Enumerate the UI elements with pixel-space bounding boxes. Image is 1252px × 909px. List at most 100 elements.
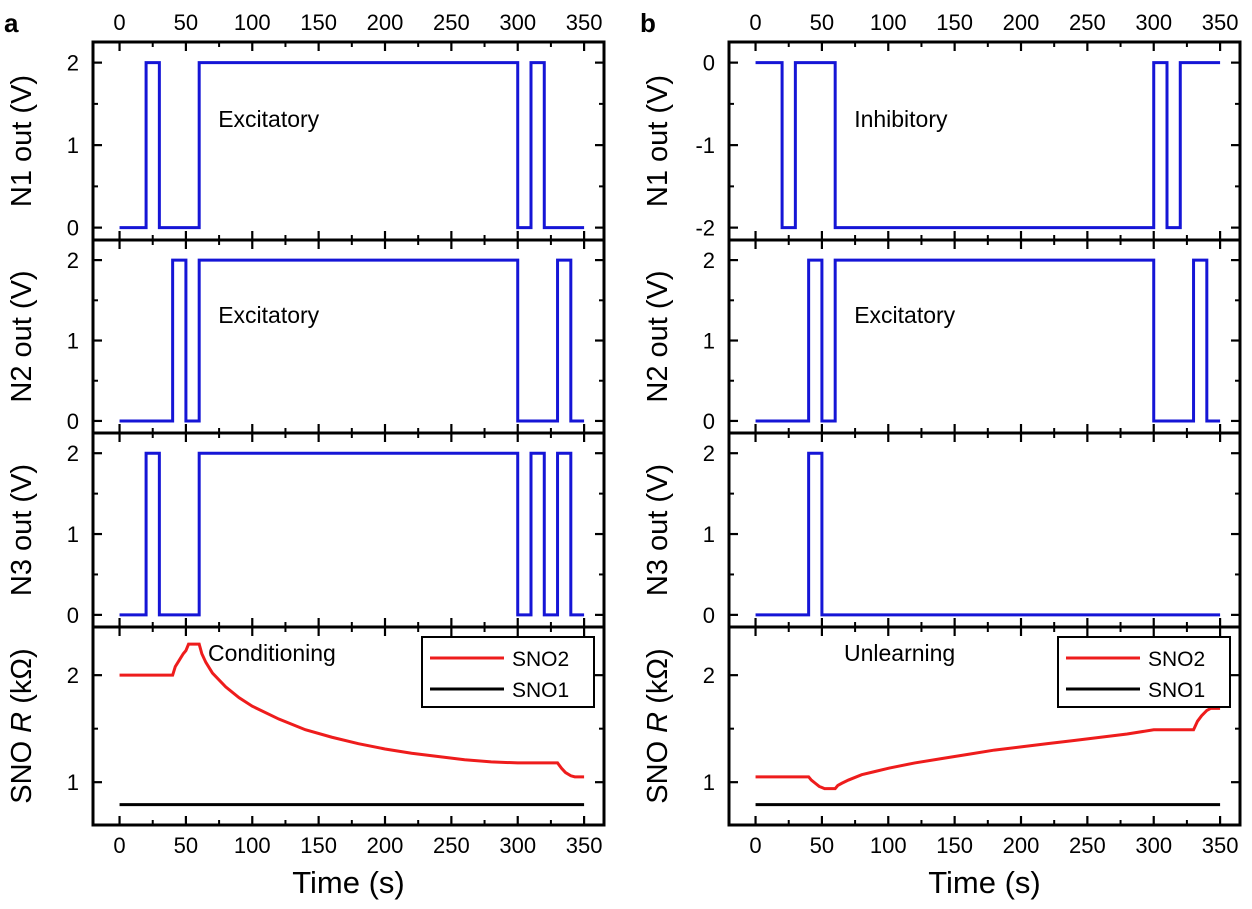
plot-b-2: 0 1 2 N2 out (V) Excitatory [642,238,1242,435]
plot-b-4-legend: SNO2 SNO1 [1057,636,1231,708]
plot-a-1-xtick-label-top: 100 [234,10,271,35]
plot-a-1-ytick-label: 1 [67,133,79,158]
plot-b-1-xtick-label-top: 50 [810,10,834,35]
plot-b-4-legend-label-sno2: SNO2 [1148,648,1205,671]
plot-b-3-ytick-label: 2 [703,441,715,466]
plot-a-4-ytick-label: 1 [67,770,79,795]
plot-b-3-ytick-label: 1 [703,522,715,547]
plot-b-1-xtick-label-top: 100 [870,10,907,35]
plot-b-1-ytick-label: -2 [695,216,715,241]
plot-b-1-series-1-line [755,61,1221,230]
plot-a-4-xtick-label-bottom: 200 [367,833,404,858]
plot-a-4-frame [91,625,606,827]
plot-a-3-yaxis-title: N3 out (V) [6,464,38,596]
plot-b-4-series-sno2-line [755,706,1221,791]
plot-b-3: 0 1 2 N3 out (V) [642,431,1242,629]
plot-b-2-yaxis-title: N2 out (V) [642,270,674,402]
plot-a-1-xtick-label-top: 300 [499,10,536,35]
plot-a-1-xtick-label-top: 150 [300,10,337,35]
plot-a-1-ytick-label: 0 [67,216,79,241]
plot-a-2-yaxis-title: N2 out (V) [6,270,38,402]
plot-a-4-legend-label-sno2: SNO2 [512,648,569,671]
plot-a-2-frame [91,238,606,435]
plot-b-1-xtick-label-top: 250 [1069,10,1106,35]
plot-b-1-xtick-label-top: 300 [1135,10,1172,35]
plot-a-2-series-1-line [119,258,585,423]
plot-b-3-series-1-line [755,451,1221,617]
plot-b-4-xtick-label-bottom: 250 [1069,833,1106,858]
plot-a-1-annotation: Excitatory [218,106,319,132]
plot-b-4-xtick-label-bottom: 100 [870,833,907,858]
plot-b-4-annotation: Unlearning [844,640,955,666]
plot-b-4-yaxis-title-prefix: SNO [642,733,674,804]
plot-b-2-ytick-label: 2 [703,248,715,273]
plot-a-4-series-sno2-line [119,642,585,779]
plot-a-4-legend-label-sno1: SNO1 [512,679,569,702]
plot-b-4-ytick-label: 2 [703,663,715,688]
plot-a-2-annotation: Excitatory [218,302,319,328]
plot-b-2-annotation: Excitatory [854,302,955,328]
plot-a-4-annotation: Conditioning [208,640,336,666]
plot-a-1-xtick-label-top: 350 [566,10,603,35]
plot-b-1-ytick-label: 0 [703,51,715,76]
plot-a-4-xtick-label-bottom: 150 [300,833,337,858]
plot-a-2-ytick-label: 2 [67,248,79,273]
plot-b-1: 0 -1 -2 0 50 100 150 200 250 300 350 N1 out (V) Inhi… [642,10,1242,242]
plot-a-4: 1 2 0 50 100 150 200 250 300 350 Time (s) SNO R (kΩ… [6,625,606,900]
plot-a-1-yaxis-title: N1 out (V) [6,75,38,207]
plot-a-3-ytick-label: 0 [67,603,79,628]
plot-b-4-xtick-label-bottom: 300 [1135,833,1172,858]
plot-b-4-xtick-label-bottom: 0 [749,833,761,858]
plot-a-4-xtick-label-bottom: 50 [174,833,198,858]
plot-b-4: 1 2 0 50 100 150 200 250 300 350 Time (s) SNO R (kΩ… [642,625,1242,900]
plot-b-2-series-1-line [755,258,1221,423]
plot-b-1-frame [727,40,1242,242]
plot-a-4-yaxis-title-prefix: SNO [6,733,38,804]
plot-a-4-legend: SNO2 SNO1 [421,636,595,708]
plot-a-3-frame [91,431,606,629]
plot-a-4-ytick-label: 2 [67,663,79,688]
plot-b-4-ytick-label: 1 [703,770,715,795]
plot-a-2: 0 1 2 N2 out (V) Excitatory [6,238,606,435]
plot-b-1-annotation: Inhibitory [854,106,948,132]
plot-a-4-xaxis-title: Time (s) [292,865,405,900]
plot-a-1-xtick-label-top: 200 [367,10,404,35]
plot-b-4-legend-box [1057,636,1231,708]
plot-a-1-frame [91,40,606,242]
plot-b-2-ytick-label: 0 [703,409,715,434]
plot-a-4-xtick-label-bottom: 0 [113,833,125,858]
plot-a-1-series-1-line [119,61,585,230]
plot-b-3-yaxis-title: N3 out (V) [642,464,674,596]
plot-b-3-frame [727,431,1242,629]
plot-a-1-ytick-label: 2 [67,51,79,76]
plot-b-1-ytick-label: -1 [695,133,715,158]
plot-a-1: 0 1 2 0 50 100 150 200 250 300 350 N1 out (V) Excita… [6,10,606,242]
panel-letter-b: b [640,8,656,38]
plot-a-1-xtick-label-top: 50 [174,10,198,35]
plot-b-4-yaxis-title: SNO R (kΩ) [642,648,674,803]
plot-b-1-xtick-label-top: 150 [936,10,973,35]
plot-b-4-yaxis-title-suffix: (kΩ) [642,648,674,712]
plot-b-4-legend-label-sno1: SNO1 [1148,679,1205,702]
plot-b-4-yaxis-title-italic: R [642,712,674,733]
plot-b-1-xtick-label-top: 200 [1003,10,1040,35]
plot-b-4-xtick-label-bottom: 50 [810,833,834,858]
plot-a-1-xtick-label-top: 0 [113,10,125,35]
plot-a-4-yaxis-title-suffix: (kΩ) [6,648,38,712]
plot-b-2-ytick-label: 1 [703,329,715,354]
plot-b-1-xtick-label-top: 350 [1202,10,1239,35]
plot-a-4-xtick-label-bottom: 250 [433,833,470,858]
plot-b-2-frame [727,238,1242,435]
plot-b-1-xtick-label-top: 0 [749,10,761,35]
plot-a-3-ytick-label: 2 [67,441,79,466]
plot-a-4-legend-box [421,636,595,708]
plot-b-4-xtick-label-bottom: 350 [1202,833,1239,858]
plot-b-1-yaxis-title: N1 out (V) [642,75,674,207]
plot-b-4-frame [727,625,1242,827]
plot-b-3-ytick-label: 0 [703,603,715,628]
plot-a-4-xtick-label-bottom: 300 [499,833,536,858]
plot-a-4-xtick-label-bottom: 350 [566,833,603,858]
plot-a-1-xtick-label-top: 250 [433,10,470,35]
